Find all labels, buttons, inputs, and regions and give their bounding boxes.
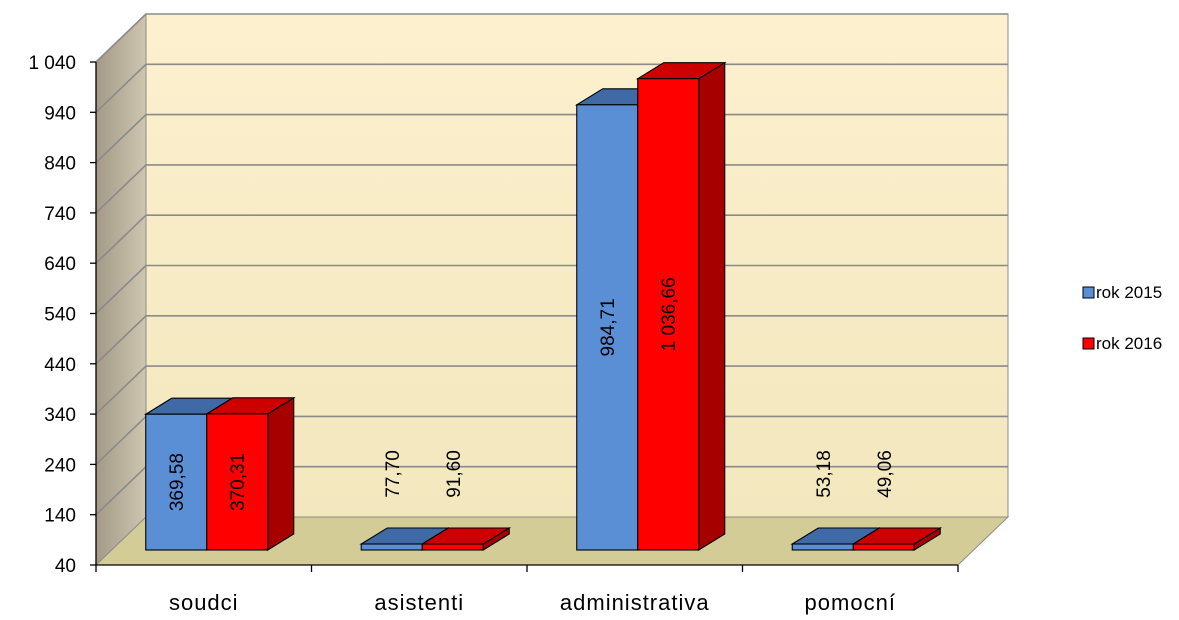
y-tick-label: 740 (44, 204, 76, 225)
bar (204, 396, 296, 551)
x-category-label: soudci (169, 590, 239, 615)
gridline-side (95, 114, 147, 164)
y-tick-label: 1 040 (28, 53, 76, 74)
bar-front (360, 543, 423, 551)
gridline-side (95, 164, 147, 214)
data-label: 984,71 (598, 298, 619, 356)
x-category-label: asistenti (374, 590, 464, 615)
y-tick-label: 540 (44, 305, 76, 326)
legend-swatch (1082, 286, 1095, 299)
bar-front (421, 543, 484, 551)
gridline-side (95, 466, 147, 516)
bar (851, 527, 943, 551)
y-tick-label: 840 (44, 154, 76, 175)
bar (420, 527, 512, 551)
data-label: 1 036,66 (659, 277, 680, 351)
gridline-side (95, 63, 147, 113)
bar-front (791, 543, 854, 551)
bar-front (852, 543, 915, 551)
bar-front (206, 413, 269, 551)
x-category-label: pomocní (805, 590, 896, 615)
bar-side (698, 61, 726, 551)
gridline-side (95, 264, 147, 315)
legend-item: rok 2016 (1082, 334, 1162, 353)
gridline-side (95, 13, 147, 63)
legend-label: rok 2016 (1096, 334, 1162, 353)
data-label: 49,06 (875, 450, 896, 498)
gridline-side (95, 365, 147, 415)
data-label: 370,31 (228, 453, 249, 511)
bar (635, 61, 727, 551)
gridline-side (95, 214, 147, 264)
y-tick-label: 440 (44, 355, 76, 376)
bar-front (576, 104, 639, 551)
legend-swatch (1082, 337, 1095, 350)
y-tick-label: 40 (55, 556, 76, 577)
x-category-label: administrativa (560, 590, 710, 615)
data-label: 369,58 (167, 453, 188, 511)
data-label: 91,60 (444, 450, 465, 498)
y-tick-label: 940 (44, 103, 76, 124)
y-tick-label: 340 (44, 405, 76, 426)
bar-front (637, 78, 700, 551)
bar-front (145, 413, 208, 551)
legend-item: rok 2015 (1082, 283, 1162, 302)
gridline-side (95, 415, 147, 465)
y-tick-label: 140 (44, 506, 76, 527)
y-tick-label: 240 (44, 455, 76, 476)
gridline-side (95, 315, 147, 365)
legend-label: rok 2015 (1096, 283, 1162, 302)
y-tick-label: 640 (44, 254, 76, 275)
data-label: 77,70 (383, 450, 404, 498)
bar-side (267, 396, 295, 551)
data-label: 53,18 (814, 450, 835, 498)
